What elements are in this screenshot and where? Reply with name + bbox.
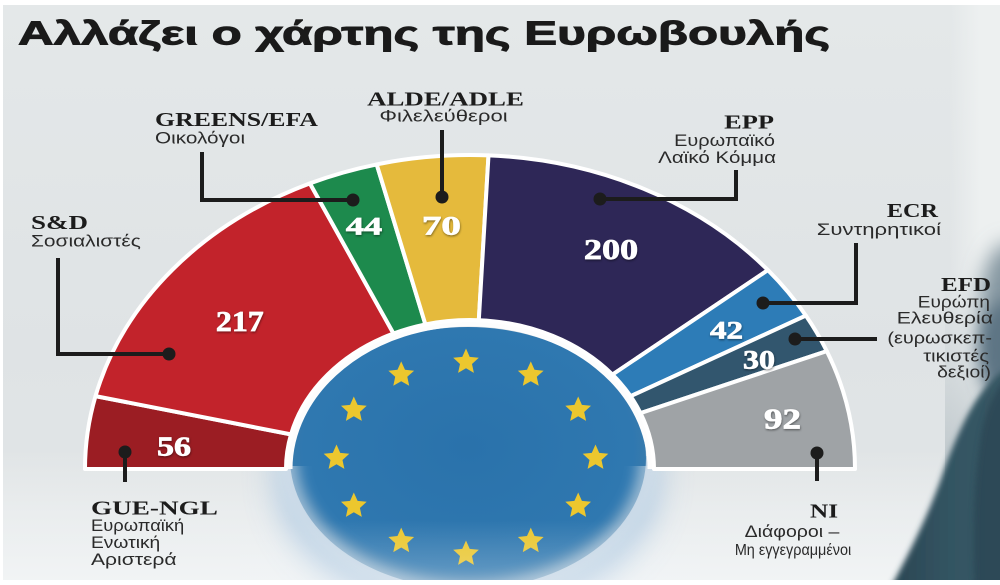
svg-text:Αλλάζει ο χάρτης της Ευρωβουλή: Αλλάζει ο χάρτης της Ευρωβουλής: [18, 15, 830, 52]
svg-text:Ευρώπη: Ευρώπη: [918, 293, 990, 312]
svg-text:ECR: ECR: [887, 199, 939, 222]
svg-text:(ευρωσκεπ-: (ευρωσκεπ-: [887, 328, 992, 347]
svg-text:56: 56: [157, 432, 191, 462]
svg-text:GREENS/EFA: GREENS/EFA: [155, 108, 318, 131]
svg-text:30: 30: [743, 346, 775, 375]
svg-text:NI: NI: [810, 500, 838, 522]
svg-text:τικιστές: τικιστές: [923, 346, 989, 365]
svg-text:200: 200: [584, 234, 638, 266]
svg-text:Μη εγγεγραμμένοι: Μη εγγεγραμμένοι: [735, 541, 851, 559]
svg-text:δεξιοί): δεξιοί): [937, 363, 991, 382]
svg-text:Συντηρητικοί: Συντηρητικοί: [817, 220, 942, 239]
svg-text:Ελευθερία: Ελευθερία: [897, 309, 993, 328]
svg-text:42: 42: [710, 317, 743, 344]
svg-text:Λαϊκό Κόμμα: Λαϊκό Κόμμα: [658, 148, 776, 167]
svg-text:Διάφοροι –: Διάφοροι –: [745, 521, 841, 540]
svg-text:GUE-NGL: GUE-NGL: [91, 498, 218, 520]
svg-text:Ενωτική: Ενωτική: [91, 533, 160, 552]
svg-text:Οικολόγοι: Οικολόγοι: [155, 129, 245, 148]
svg-text:217: 217: [216, 305, 264, 337]
svg-text:EFD: EFD: [941, 273, 991, 295]
svg-text:Αριστερά: Αριστερά: [91, 551, 177, 570]
svg-text:S&D: S&D: [31, 212, 88, 234]
svg-text:44: 44: [346, 212, 382, 240]
svg-text:EPP: EPP: [724, 111, 774, 133]
svg-text:Φιλελεύθεροι: Φιλελεύθεροι: [379, 107, 507, 126]
svg-text:Σοσιαλιστές: Σοσιαλιστές: [31, 232, 141, 251]
svg-text:Ευρωπαϊκή: Ευρωπαϊκή: [91, 516, 184, 535]
svg-text:70: 70: [422, 212, 461, 241]
svg-text:Ευρωπαϊκό: Ευρωπαϊκό: [674, 130, 775, 149]
svg-text:ALDE/ADLE: ALDE/ADLE: [367, 89, 524, 111]
svg-text:92: 92: [764, 405, 801, 436]
